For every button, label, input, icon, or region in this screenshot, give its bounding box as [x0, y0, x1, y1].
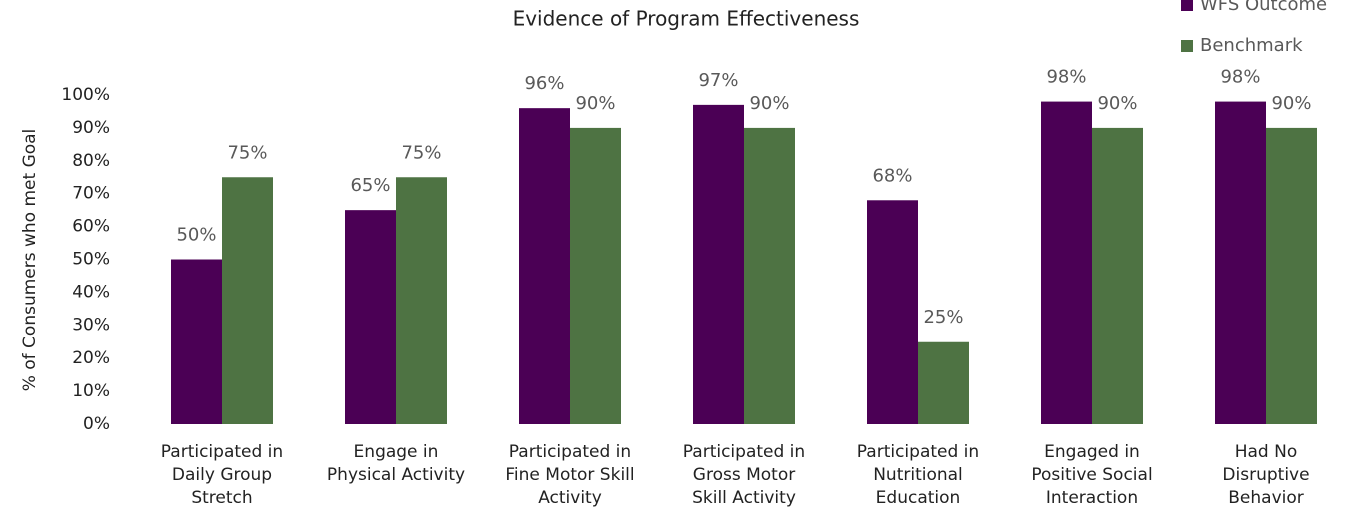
data-label: 98% — [1046, 67, 1086, 88]
data-label: 75% — [401, 142, 441, 163]
data-label: 90% — [1097, 93, 1137, 114]
data-label: 25% — [923, 307, 963, 328]
legend-label: WFS Outcome — [1200, 0, 1327, 15]
x-tick-label: Engaged in Positive Social Interaction — [1031, 442, 1152, 508]
y-tick-label: 100% — [61, 85, 110, 105]
data-label: 65% — [350, 175, 390, 196]
data-label: 96% — [524, 73, 564, 94]
legend-swatch — [1181, 0, 1193, 11]
x-tick-label: Engage in Physical Activity — [327, 442, 465, 485]
legend-label: Benchmark — [1200, 35, 1303, 56]
y-tick-label: 80% — [72, 151, 110, 171]
bar — [396, 177, 447, 424]
x-tick-label: Had No Disruptive Behavior — [1222, 442, 1309, 508]
data-label: 97% — [698, 70, 738, 91]
bar — [1041, 101, 1092, 424]
x-tick-label: Participated in Daily Group Stretch — [161, 442, 283, 508]
x-tick-label: Participated in Fine Motor Skill Activity — [505, 442, 634, 508]
data-label: 68% — [872, 165, 912, 186]
y-tick-label: 50% — [72, 250, 110, 270]
bar — [222, 177, 273, 424]
bar — [744, 127, 795, 425]
data-label: 90% — [1271, 93, 1311, 114]
bar — [693, 104, 744, 425]
y-tick-label: 40% — [72, 282, 110, 302]
data-label: 98% — [1220, 67, 1260, 88]
bar — [519, 108, 570, 424]
bar — [918, 341, 969, 424]
legend-swatch — [1181, 40, 1193, 52]
y-tick-label: 70% — [72, 184, 110, 204]
y-tick-label: 10% — [72, 381, 110, 401]
y-tick-label: 0% — [83, 414, 110, 434]
data-label: 90% — [575, 93, 615, 114]
bar — [867, 200, 918, 424]
data-label: 90% — [749, 93, 789, 114]
y-tick-label: 90% — [72, 118, 110, 138]
x-tick-label: Participated in Gross Motor Skill Activity — [683, 442, 805, 508]
bar — [1092, 127, 1143, 425]
bar — [570, 127, 621, 425]
data-label: 50% — [176, 225, 216, 246]
bar — [1266, 127, 1317, 425]
y-axis-label: % of Consumers who met Goal — [20, 129, 40, 392]
data-label: 75% — [227, 142, 267, 163]
y-tick-label: 30% — [72, 315, 110, 335]
y-tick-label: 60% — [72, 217, 110, 237]
chart-title: Evidence of Program Effectiveness — [513, 7, 860, 31]
bar — [345, 210, 396, 424]
x-tick-label: Participated in Nutritional Education — [857, 442, 979, 508]
bar — [1215, 101, 1266, 424]
bar — [171, 259, 222, 424]
y-tick-label: 20% — [72, 348, 110, 368]
